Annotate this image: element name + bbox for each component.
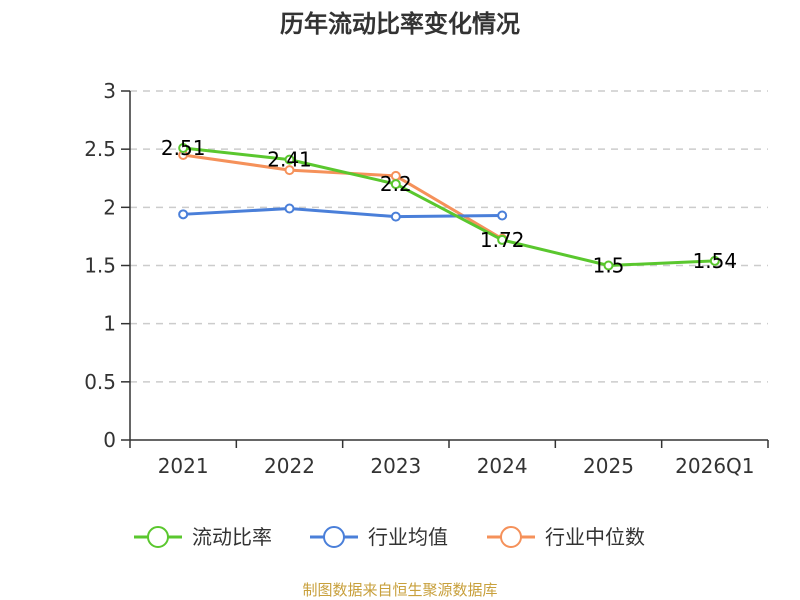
axes: 0 0.5 1 1.5 2 2.5 3 2021 2022 2023 2024 2025 2026Q1: [84, 79, 769, 478]
series-line-0: [183, 146, 715, 267]
legend-label: 行业均值: [368, 525, 448, 549]
series-point-0-1[interactable]: [284, 154, 295, 165]
legend-item-1[interactable]: 行业均值: [310, 525, 448, 549]
series-point-2-1[interactable]: [284, 165, 295, 176]
legend-label: 行业中位数: [545, 525, 645, 549]
data-label: 2.41: [267, 148, 312, 172]
x-tick-label: 2026Q1: [675, 454, 754, 478]
x-tick-label: 2022: [264, 454, 315, 478]
series-point-0-0[interactable]: [178, 143, 189, 154]
series-point-1-2[interactable]: [390, 211, 401, 222]
data-label: 2.2: [380, 172, 412, 196]
data-label: 2.51: [161, 136, 206, 160]
series-point-0-5[interactable]: [709, 255, 720, 266]
series-point-0-3[interactable]: [497, 234, 508, 245]
series-1: [178, 203, 508, 222]
legend-item-0[interactable]: 流动比率: [134, 525, 272, 549]
series-2: [178, 149, 508, 244]
y-tick-label: 1: [103, 312, 116, 336]
series-line-2: [182, 153, 503, 241]
series-0: [178, 143, 720, 271]
legend-marker-0: [147, 526, 169, 548]
x-tick-label: 2023: [370, 454, 421, 478]
y-tick-label: 0.5: [84, 370, 116, 394]
legend-marker-2: [500, 526, 522, 548]
y-tick-label: 2.5: [84, 137, 116, 161]
data-labels: 2.51 2.41 2.2 1.72 1.5 1.54: [161, 136, 737, 277]
series-point-1-0[interactable]: [178, 209, 189, 220]
series-point-0-4[interactable]: [603, 260, 614, 271]
series-line-1: [183, 206, 503, 219]
series-point-1-3[interactable]: [497, 210, 508, 221]
data-label: 1.72: [480, 228, 525, 252]
legend-marker-1: [323, 526, 345, 548]
y-tick-label: 2: [103, 195, 116, 219]
x-tick-label: 2021: [158, 454, 209, 478]
x-tick-label: 2025: [583, 454, 634, 478]
data-label: 1.54: [693, 249, 738, 273]
series-lines: [178, 143, 720, 271]
chart-title: 历年流动比率变化情况: [280, 10, 520, 38]
legend-label: 流动比率: [192, 525, 272, 549]
source-note: 制图数据来自恒生聚源数据库: [302, 581, 497, 599]
x-tick-label: 2024: [477, 454, 528, 478]
y-tick-label: 3: [103, 79, 116, 103]
legend-item-2[interactable]: 行业中位数: [487, 525, 645, 549]
grid-lines: [130, 90, 768, 383]
series-point-0-2[interactable]: [390, 179, 401, 190]
series-point-1-1[interactable]: [284, 203, 295, 214]
data-label: 1.5: [593, 254, 625, 278]
y-tick-label: 1.5: [84, 254, 116, 278]
y-tick-label: 0: [103, 428, 116, 452]
legend: 流动比率 行业均值 行业中位数: [134, 525, 645, 549]
